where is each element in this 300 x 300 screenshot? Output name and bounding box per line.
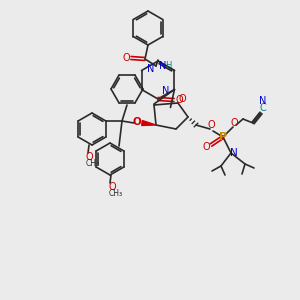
Text: O: O: [122, 53, 130, 63]
Text: N: N: [146, 64, 154, 74]
Text: O: O: [133, 117, 141, 127]
Text: O: O: [207, 120, 215, 130]
Text: H: H: [165, 61, 171, 70]
Text: C: C: [260, 103, 266, 113]
Text: P: P: [219, 132, 227, 142]
Text: N: N: [162, 85, 169, 95]
Text: O: O: [202, 142, 210, 152]
Polygon shape: [142, 121, 156, 125]
Text: CH₃: CH₃: [109, 190, 123, 199]
Text: O: O: [230, 118, 238, 128]
Text: O: O: [108, 182, 116, 192]
Text: N: N: [159, 61, 166, 71]
Text: O: O: [85, 152, 93, 162]
Text: CH₃: CH₃: [86, 160, 100, 169]
Text: O: O: [175, 95, 183, 105]
Text: O: O: [178, 94, 186, 104]
Text: N: N: [259, 96, 267, 106]
Text: N: N: [230, 148, 238, 158]
